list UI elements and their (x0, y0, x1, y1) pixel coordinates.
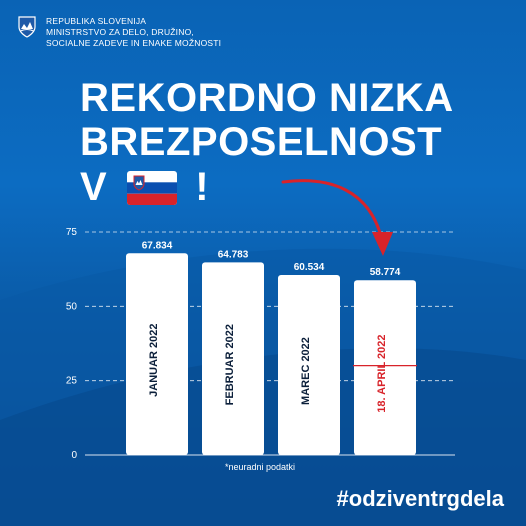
ministry-line-2: MINISTRSTVO ZA DELO, DRUŽINO, (46, 27, 194, 37)
bar-value-label: 58.774 (370, 267, 401, 278)
footnote: *neuradni podatki (225, 462, 296, 472)
slovenia-flag-icon (127, 170, 178, 205)
coat-of-arms-icon (18, 16, 36, 38)
y-tick-label: 25 (66, 376, 78, 387)
y-tick-label: 50 (66, 301, 78, 312)
headline-v: V (80, 165, 108, 209)
headline-line-1: REKORDNO NIZKA (80, 76, 454, 120)
y-tick-label: 75 (66, 227, 78, 238)
arrow-curve (281, 179, 384, 242)
category-label: JANUAR 2022 (148, 323, 160, 396)
arrow-head-icon (372, 232, 393, 256)
ministry-name: REPUBLIKA SLOVENIJA MINISTRSTVO ZA DELO,… (46, 16, 221, 49)
bar-value-label: 60.534 (294, 262, 325, 273)
y-tick-label: 0 (71, 450, 77, 461)
headline-line-2: BREZPOSELNOST (80, 120, 443, 164)
bar (126, 253, 188, 455)
category-label: MAREC 2022 (300, 337, 312, 405)
headline-exclamation: ! (195, 165, 210, 209)
hashtag: #odziventrgdela (336, 486, 504, 511)
headline-line-3: V ! (80, 165, 209, 210)
category-label: 18. APRIL 2022 (376, 334, 388, 412)
ministry-line-3: SOCIALNE ZADEVE IN ENAKE MOŽNOSTI (46, 38, 222, 48)
bar (354, 280, 416, 455)
ministry-line-1: REPUBLIKA SLOVENIJA (46, 16, 147, 26)
category-label: FEBRUAR 2022 (224, 324, 236, 405)
bar-value-label: 67.834 (142, 240, 173, 251)
ministry-header: REPUBLIKA SLOVENIJA MINISTRSTVO ZA DELO,… (18, 16, 221, 49)
bar (202, 262, 264, 455)
bar (278, 275, 340, 455)
bar-value-label: 64.783 (218, 249, 249, 260)
